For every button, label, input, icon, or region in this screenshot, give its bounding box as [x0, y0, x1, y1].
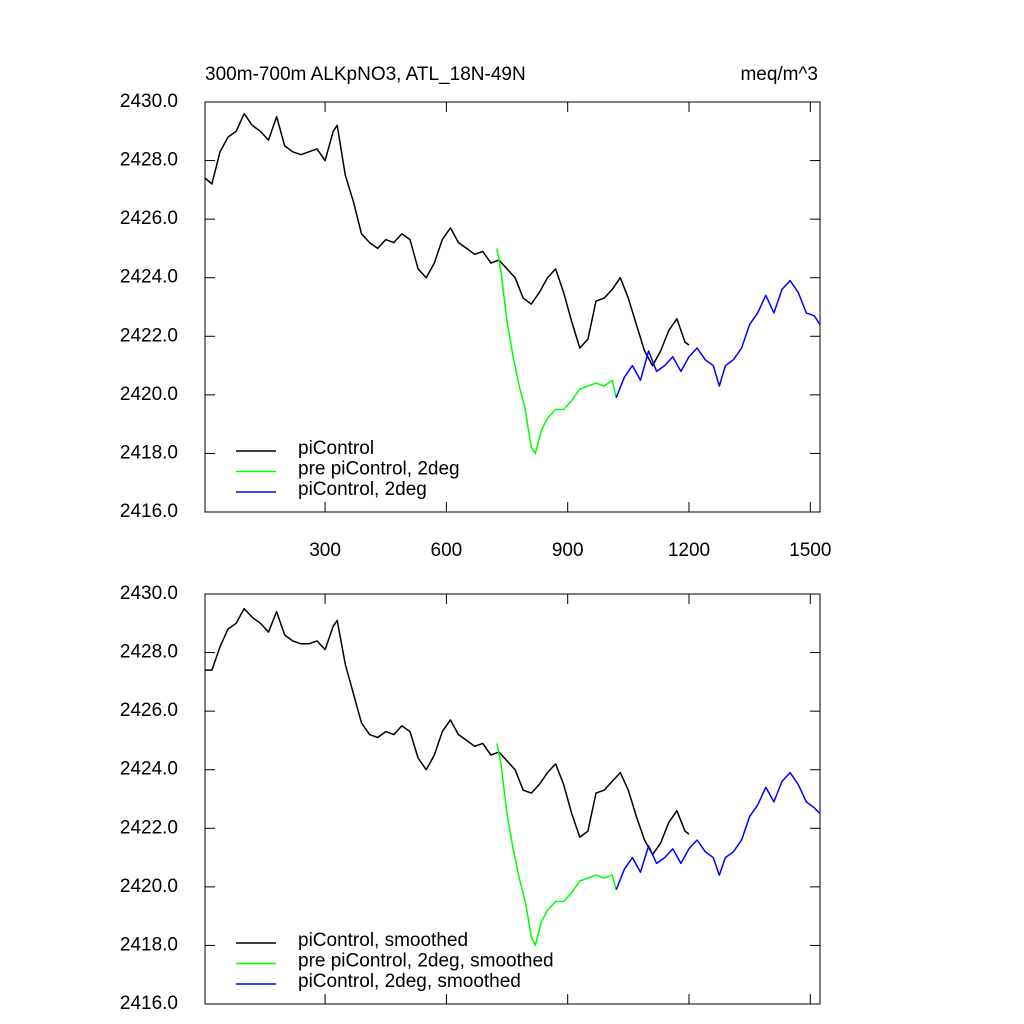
y-tick-label: 2420.0 — [120, 876, 178, 897]
y-tick-label: 2430.0 — [120, 91, 178, 112]
data-line — [615, 771, 821, 891]
y-tick-label: 2422.0 — [120, 817, 178, 838]
data-line — [205, 607, 690, 856]
data-line — [496, 743, 617, 947]
y-tick-label: 2422.0 — [120, 325, 178, 346]
x-tick-label: 1500 — [789, 540, 831, 561]
data-line — [204, 112, 690, 367]
y-tick-label: 2418.0 — [120, 934, 178, 955]
y-tick-label: 2420.0 — [120, 384, 178, 405]
x-tick-label: 900 — [552, 540, 584, 561]
y-tick-label: 2426.0 — [120, 208, 178, 229]
plot-frame — [204, 101, 821, 513]
plot-frame — [204, 593, 821, 1005]
y-tick-label: 2424.0 — [120, 759, 178, 780]
y-tick-label: 2416.0 — [120, 993, 178, 1014]
x-tick-label: 1200 — [668, 540, 710, 561]
y-tick-label: 2424.0 — [120, 267, 178, 288]
y-tick-label: 2430.0 — [120, 583, 178, 604]
y-tick-label: 2416.0 — [120, 501, 178, 522]
y-tick-label: 2418.0 — [120, 442, 178, 463]
legend-label: piControl, smoothed — [298, 930, 468, 951]
legend-label: piControl, 2deg — [298, 479, 427, 500]
y-tick-label: 2426.0 — [120, 700, 178, 721]
units-label: meq/m^3 — [740, 64, 818, 85]
data-line — [615, 279, 821, 399]
y-tick-label: 2428.0 — [120, 150, 178, 171]
legend-label: pre piControl, 2deg — [298, 459, 460, 480]
data-line — [496, 248, 617, 455]
legend-label: piControl — [298, 438, 374, 459]
chart-title: 300m-700m ALKpNO3, ATL_18N-49N — [205, 64, 526, 85]
legend-label: pre piControl, 2deg, smoothed — [298, 951, 554, 972]
y-tick-label: 2428.0 — [120, 642, 178, 663]
x-tick-label: 600 — [431, 540, 463, 561]
x-tick-label: 300 — [309, 540, 341, 561]
legend-label: piControl, 2deg, smoothed — [298, 971, 521, 992]
